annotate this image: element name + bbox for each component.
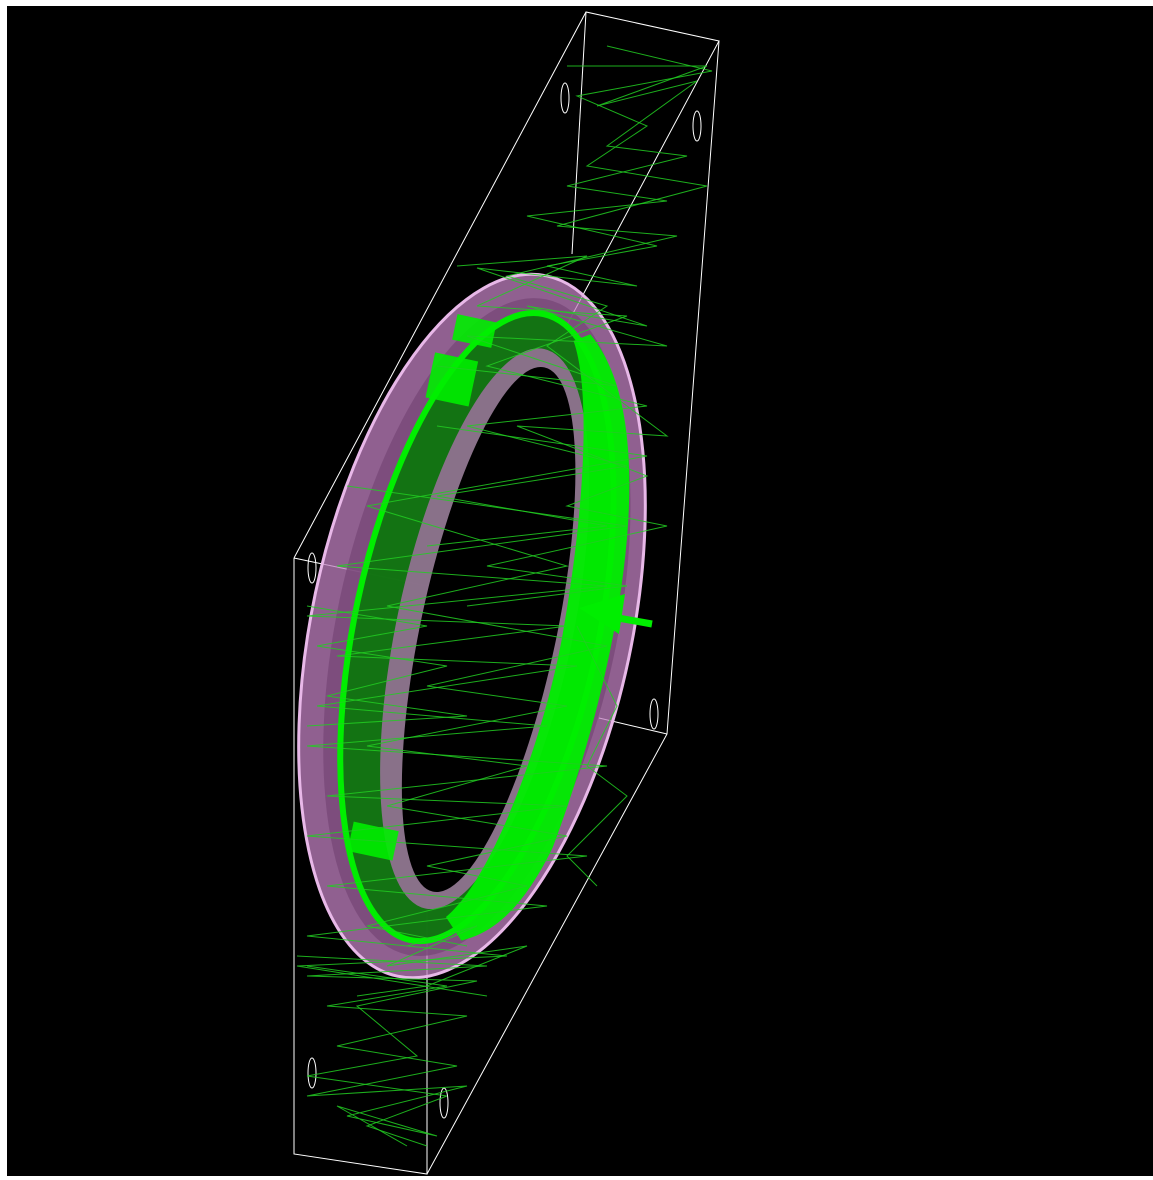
- detector-scene: [293, 11, 720, 1175]
- bolt-hole: [560, 82, 570, 114]
- bolt-hole: [307, 1057, 317, 1089]
- bolt-hole: [439, 1087, 449, 1119]
- particle-tracks: [296, 45, 713, 1147]
- track: [296, 485, 628, 997]
- track: [436, 65, 708, 387]
- track: [366, 425, 648, 947]
- ring-assembly: [297, 272, 647, 980]
- track: [426, 255, 648, 547]
- scintillator-segment: [425, 352, 479, 407]
- bolt-hole: [307, 552, 317, 584]
- track: [466, 45, 713, 607]
- track: [306, 965, 468, 1147]
- housing-inner-edge: [571, 11, 587, 255]
- scintillator-band-bright: [445, 334, 630, 941]
- bolt-hole: [692, 110, 702, 142]
- track: [296, 955, 488, 1147]
- scintillator-segment: [452, 314, 497, 348]
- bolt-hole: [649, 698, 659, 730]
- arrow-left-icon: [579, 594, 653, 634]
- arrow-head: [579, 594, 625, 634]
- ring-inner-hole: [401, 367, 576, 893]
- track: [356, 925, 528, 997]
- track: [566, 625, 628, 887]
- track: [306, 605, 468, 727]
- geometry-viewport[interactable]: [7, 6, 1153, 1176]
